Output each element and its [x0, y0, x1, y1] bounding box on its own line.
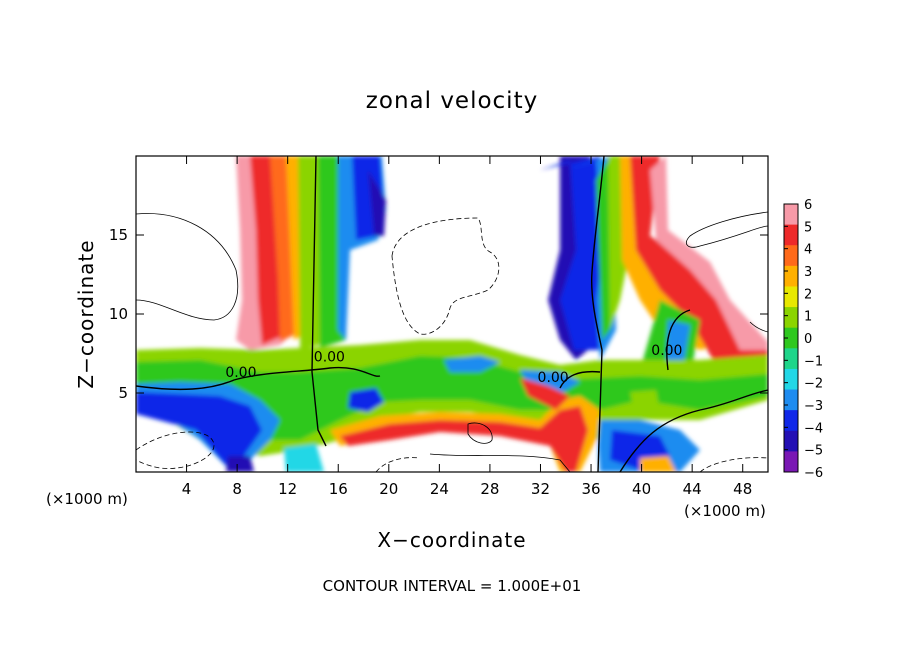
colorbar-swatch	[784, 327, 798, 349]
contour-negative	[136, 431, 215, 469]
heatmap-region	[540, 156, 604, 350]
contour-interval-note: CONTOUR INTERVAL = 1.000E+01	[322, 577, 582, 595]
x-tick-label: 4	[182, 480, 192, 498]
colorbar-swatch	[784, 368, 798, 391]
contour-labels: 0.00 0.00 0.00 0.00	[225, 343, 682, 386]
contour-label: 0.00	[225, 365, 256, 381]
heatmap-region	[520, 378, 570, 410]
colorbar-label: −5	[804, 444, 823, 459]
contour-positive	[686, 211, 768, 248]
colorbar-swatch	[784, 307, 798, 329]
x-tick-label: 20	[379, 480, 398, 498]
colorbar-label: 2	[804, 287, 812, 302]
x-tick-label: 16	[329, 480, 348, 498]
heatmap-region	[666, 320, 690, 370]
y-axis-ticks: 5 10 15	[109, 226, 768, 402]
colorbar-swatch	[784, 348, 798, 370]
colorbar-label: −4	[804, 421, 823, 436]
colorbar-swatch	[784, 410, 798, 432]
heatmap-region	[368, 170, 386, 236]
heatmap-region	[226, 456, 254, 472]
heatmap-region	[340, 406, 588, 472]
contour-zero	[136, 156, 381, 447]
x-tick-label: 32	[531, 480, 550, 498]
colorbar-label: −1	[804, 354, 823, 369]
x-axis-ticks: 4 8 12 16 20 24 28 32 36 40 44 48	[182, 156, 752, 498]
y-axis-label: Z−coordinate	[74, 239, 98, 389]
contour-label: 0.00	[651, 343, 682, 359]
colorbar-label: 1	[804, 310, 812, 325]
colorbar-swatch	[784, 265, 798, 287]
colorbar-swatch	[784, 204, 798, 226]
heatmap-region	[640, 456, 676, 472]
colorbar-label: −2	[804, 377, 823, 392]
contour-zero	[666, 309, 691, 371]
contour-negative	[699, 457, 768, 472]
colorbar-label: 5	[804, 220, 812, 235]
y-tick-label: 5	[118, 384, 128, 402]
x-tick-label: 44	[683, 480, 702, 498]
y-tick-label: 10	[109, 305, 128, 323]
colorbar-swatch	[784, 224, 798, 246]
x-unit-label-right: (×1000 m)	[684, 502, 766, 520]
contour-negative	[391, 217, 500, 335]
x-axis-label: X−coordinate	[377, 528, 527, 552]
colorbar: 6 5 4 3 2 1 0 −1 −2 −3 −4 −5 −6	[783, 198, 823, 481]
y-tick-label: 15	[109, 226, 128, 244]
contour-zero	[619, 389, 768, 472]
heatmap-field	[136, 156, 768, 472]
colorbar-label: 6	[804, 198, 812, 213]
x-tick-label: 8	[232, 480, 242, 498]
heatmap-region	[520, 370, 580, 394]
contour-zero	[590, 156, 605, 472]
x-tick-label: 48	[733, 480, 752, 498]
contour-positive	[136, 213, 239, 321]
colorbar-label: −6	[804, 466, 823, 481]
x-tick-label: 24	[430, 480, 449, 498]
heatmap-region	[630, 390, 660, 420]
contour-negative	[375, 457, 421, 472]
colorbar-label: 4	[804, 243, 812, 258]
heatmap-region	[330, 396, 600, 472]
x-unit-label-left: (×1000 m)	[46, 490, 128, 508]
heatmap-region	[444, 356, 500, 372]
contour-label: 0.00	[538, 370, 569, 386]
colorbar-swatch	[784, 245, 798, 267]
contour-zero	[559, 370, 601, 389]
colorbar-label: 3	[804, 265, 812, 280]
contour-label: 0.00	[314, 349, 345, 365]
x-tick-label: 36	[581, 480, 600, 498]
heatmap-region	[650, 156, 768, 350]
x-tick-label: 28	[480, 480, 499, 498]
colorbar-swatch	[784, 389, 798, 411]
x-tick-label: 40	[632, 480, 651, 498]
colorbar-swatch	[784, 430, 798, 452]
heatmap-region	[348, 388, 384, 412]
contour-positive	[467, 422, 493, 444]
x-tick-label: 12	[278, 480, 297, 498]
heatmap-region	[136, 356, 768, 440]
colorbar-label: 0	[804, 332, 812, 347]
colorbar-swatch	[784, 286, 798, 308]
heatmap-region	[284, 444, 324, 472]
heatmap-region	[136, 392, 262, 468]
colorbar-label: −3	[804, 399, 823, 414]
chart-title: zonal velocity	[365, 88, 539, 114]
contour-positive	[429, 453, 571, 472]
colorbar-swatch	[784, 451, 798, 473]
